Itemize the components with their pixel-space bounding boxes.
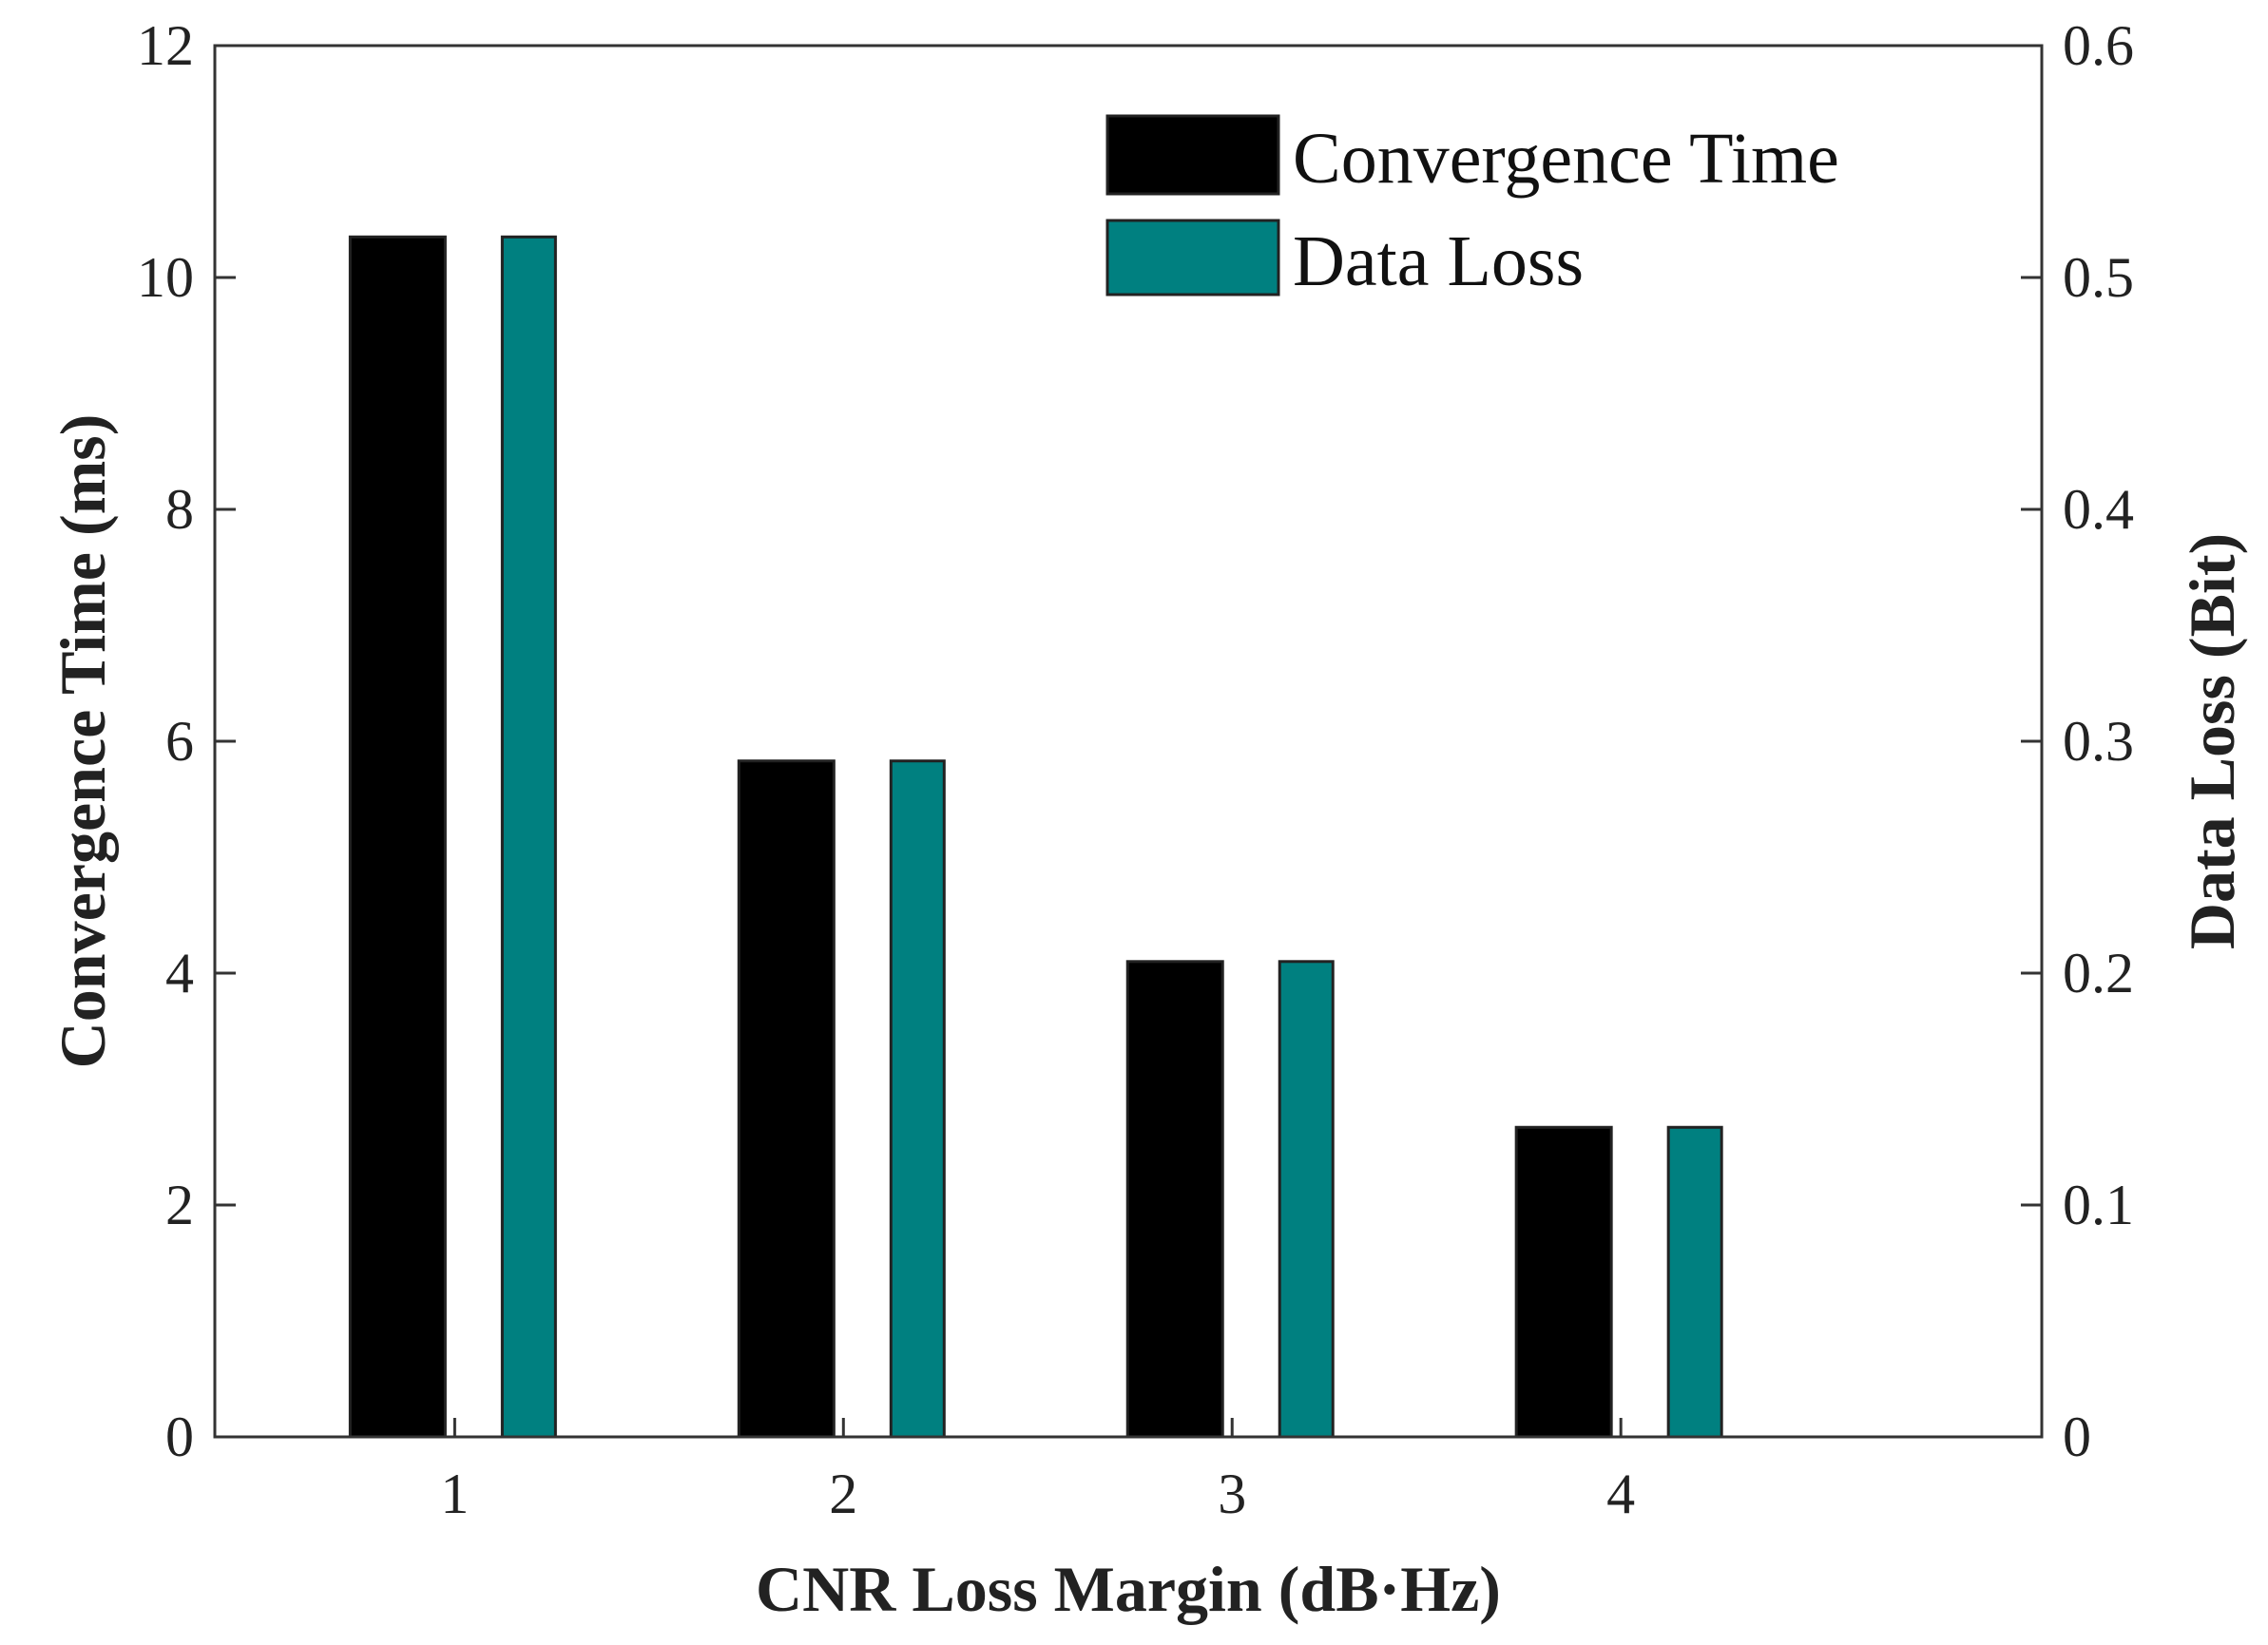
x-tick-label-4: 4 — [1606, 1463, 1635, 1525]
x-tick-label-2: 2 — [829, 1463, 857, 1525]
bar-data-loss-4 — [1666, 1125, 1723, 1439]
x-tick-label-1: 1 — [440, 1463, 469, 1525]
y-right-tick-label-0.5: 0.5 — [2063, 246, 2134, 309]
legend-label-data-loss: Data Loss — [1293, 221, 1584, 301]
bar-convergence-time-1 — [348, 235, 447, 1439]
bar-convergence-time-4 — [1514, 1125, 1613, 1439]
y-axis-right-title: Data Loss (Bit) — [2176, 533, 2248, 949]
y-left-tick-label-6: 6 — [165, 710, 194, 773]
bar-convergence-time-3 — [1125, 960, 1224, 1439]
y-axis-left-title: Convergence Time (ms) — [47, 414, 119, 1069]
y-left-tick-label-0: 0 — [165, 1406, 194, 1468]
y-left-tick-label-10: 10 — [137, 246, 194, 309]
legend-swatch-convergence-time — [1105, 114, 1280, 196]
y-left-tick-label-2: 2 — [165, 1174, 194, 1236]
legend-label-convergence-time: Convergence Time — [1293, 119, 1839, 199]
legend: Convergence Time Data Loss — [1105, 114, 1839, 301]
x-axis-title: CNR Loss Margin (dB·Hz) — [756, 1553, 1501, 1625]
y-right-tick-label-0.1: 0.1 — [2063, 1174, 2134, 1236]
legend-swatch-data-loss — [1105, 219, 1280, 296]
bar-data-loss-1 — [500, 235, 557, 1439]
bar-convergence-time-2 — [737, 759, 836, 1439]
y-left-tick-label-8: 8 — [165, 478, 194, 541]
y-right-tick-label-0: 0 — [2063, 1406, 2091, 1468]
bar-data-loss-2 — [889, 759, 946, 1439]
x-tick-label-3: 3 — [1218, 1463, 1246, 1525]
y-left-tick-label-12: 12 — [137, 14, 194, 77]
y-right-tick-label-0.2: 0.2 — [2063, 942, 2134, 1004]
bar-data-loss-3 — [1278, 960, 1335, 1439]
y-left-tick-label-4: 4 — [165, 942, 194, 1004]
bars-group — [348, 235, 1723, 1439]
y-right-tick-label-0.6: 0.6 — [2063, 14, 2134, 77]
y-right-tick-label-0.3: 0.3 — [2063, 710, 2134, 773]
y-right-tick-label-0.4: 0.4 — [2063, 478, 2134, 541]
